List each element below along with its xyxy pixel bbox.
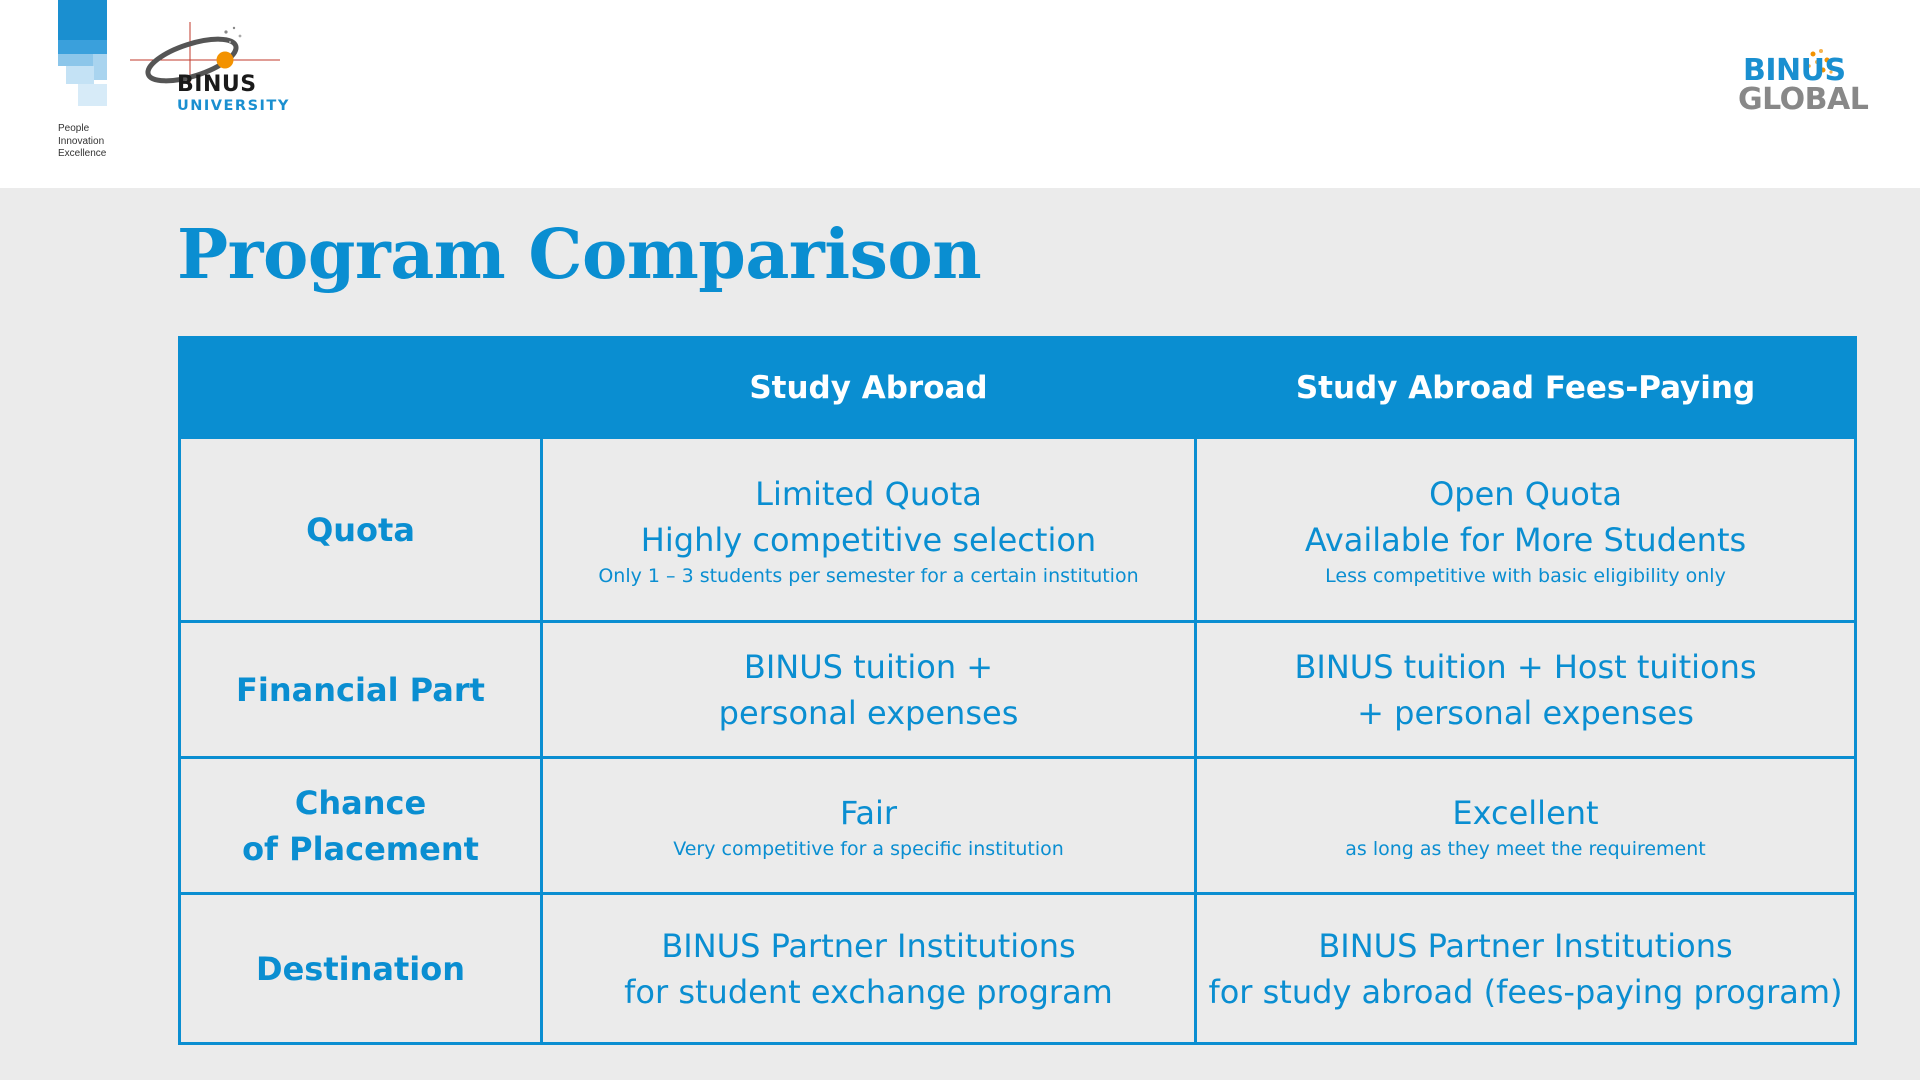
- tagline-line: Excellence: [58, 148, 107, 159]
- column-header: [178, 336, 543, 439]
- logo-university-text: UNIVERSITY: [177, 98, 290, 114]
- cell-main-text: BINUS Partner Institutions: [661, 926, 1076, 965]
- column-header-study-abroad: Study Abroad: [540, 336, 1197, 439]
- global-logo-global: GLOBAL: [1738, 82, 1869, 117]
- cell-main-text: Highly competitive selection: [640, 520, 1097, 559]
- cell-note-text: Only 1 – 3 students per semester for a c…: [598, 564, 1139, 587]
- orbit-swoosh-icon: [130, 22, 280, 86]
- table-header-row: Study Abroad Study Abroad Fees-Paying: [178, 336, 1857, 439]
- table-cell: Fair Very competitive for a specific ins…: [540, 756, 1197, 895]
- logo-binus-text: BINUS: [177, 72, 257, 97]
- slide-header: People Innovation Excellence BINUS UNIVE…: [0, 0, 1920, 188]
- table-cell: Limited Quota Highly competitive selecti…: [540, 436, 1197, 623]
- cell-note-text: Less competitive with basic eligibility …: [1325, 564, 1726, 587]
- global-dots-icon: [1807, 49, 1833, 74]
- cell-main-text: personal expenses: [718, 693, 1019, 732]
- table-row-financial-part: Financial Part BINUS tuition + personal …: [178, 620, 1857, 759]
- tagline-line: People: [58, 123, 90, 134]
- row-label-text: Chance: [294, 783, 427, 822]
- table-cell: BINUS Partner Institutions for student e…: [540, 892, 1197, 1045]
- column-header-fees-paying: Study Abroad Fees-Paying: [1194, 336, 1857, 439]
- cell-main-text: for student exchange program: [624, 972, 1113, 1011]
- table-cell: BINUS tuition + Host tuitions + personal…: [1194, 620, 1857, 759]
- table-row-destination: Destination BINUS Partner Institutions f…: [178, 892, 1857, 1045]
- row-label-text: Quota: [306, 510, 415, 549]
- cell-main-text: + personal expenses: [1357, 693, 1694, 732]
- logo-tagline: People Innovation Excellence: [58, 123, 106, 161]
- cell-main-text: BINUS tuition + Host tuitions: [1294, 647, 1757, 686]
- row-label-text: Financial Part: [236, 670, 485, 709]
- cell-main-text: Available for More Students: [1304, 520, 1747, 559]
- cell-main-text: BINUS tuition +: [743, 647, 994, 686]
- binus-university-logo: People Innovation Excellence BINUS UNIVE…: [58, 0, 298, 170]
- row-label: Financial Part: [178, 620, 543, 759]
- table-cell: BINUS Partner Institutions for study abr…: [1194, 892, 1857, 1045]
- global-logo-binus: BINUS: [1743, 53, 1846, 88]
- cell-main-text: Open Quota: [1429, 474, 1622, 513]
- cell-note-text: Very competitive for a specific institut…: [673, 837, 1064, 860]
- table-cell: BINUS tuition + personal expenses: [540, 620, 1197, 759]
- logo-pixel-bars: [58, 0, 108, 108]
- row-label: Chance of Placement: [178, 756, 543, 895]
- row-label-text: Destination: [256, 949, 465, 988]
- cell-main-text: Limited Quota: [755, 474, 982, 513]
- row-label-text: of Placement: [242, 829, 479, 868]
- cell-main-text: Fair: [839, 793, 898, 832]
- row-label: Quota: [178, 436, 543, 623]
- cell-note-text: as long as they meet the requirement: [1345, 837, 1706, 860]
- tagline-line: Innovation: [58, 135, 105, 147]
- page-title: Program Comparison: [177, 215, 982, 295]
- binus-global-logo: BINUS GLOBAL: [1735, 49, 1870, 122]
- cell-main-text: Excellent: [1452, 793, 1599, 832]
- cell-main-text: for study abroad (fees-paying program): [1208, 972, 1843, 1011]
- table-row-quota: Quota Limited Quota Highly competitive s…: [178, 436, 1857, 623]
- row-label: Destination: [178, 892, 543, 1045]
- table-cell: Open Quota Available for More Students L…: [1194, 436, 1857, 623]
- table-cell: Excellent as long as they meet the requi…: [1194, 756, 1857, 895]
- table-row-chance-of-placement: Chance of Placement Fair Very competitiv…: [178, 756, 1857, 895]
- comparison-table: Study Abroad Study Abroad Fees-Paying Qu…: [178, 336, 1857, 1045]
- cell-main-text: BINUS Partner Institutions: [1318, 926, 1733, 965]
